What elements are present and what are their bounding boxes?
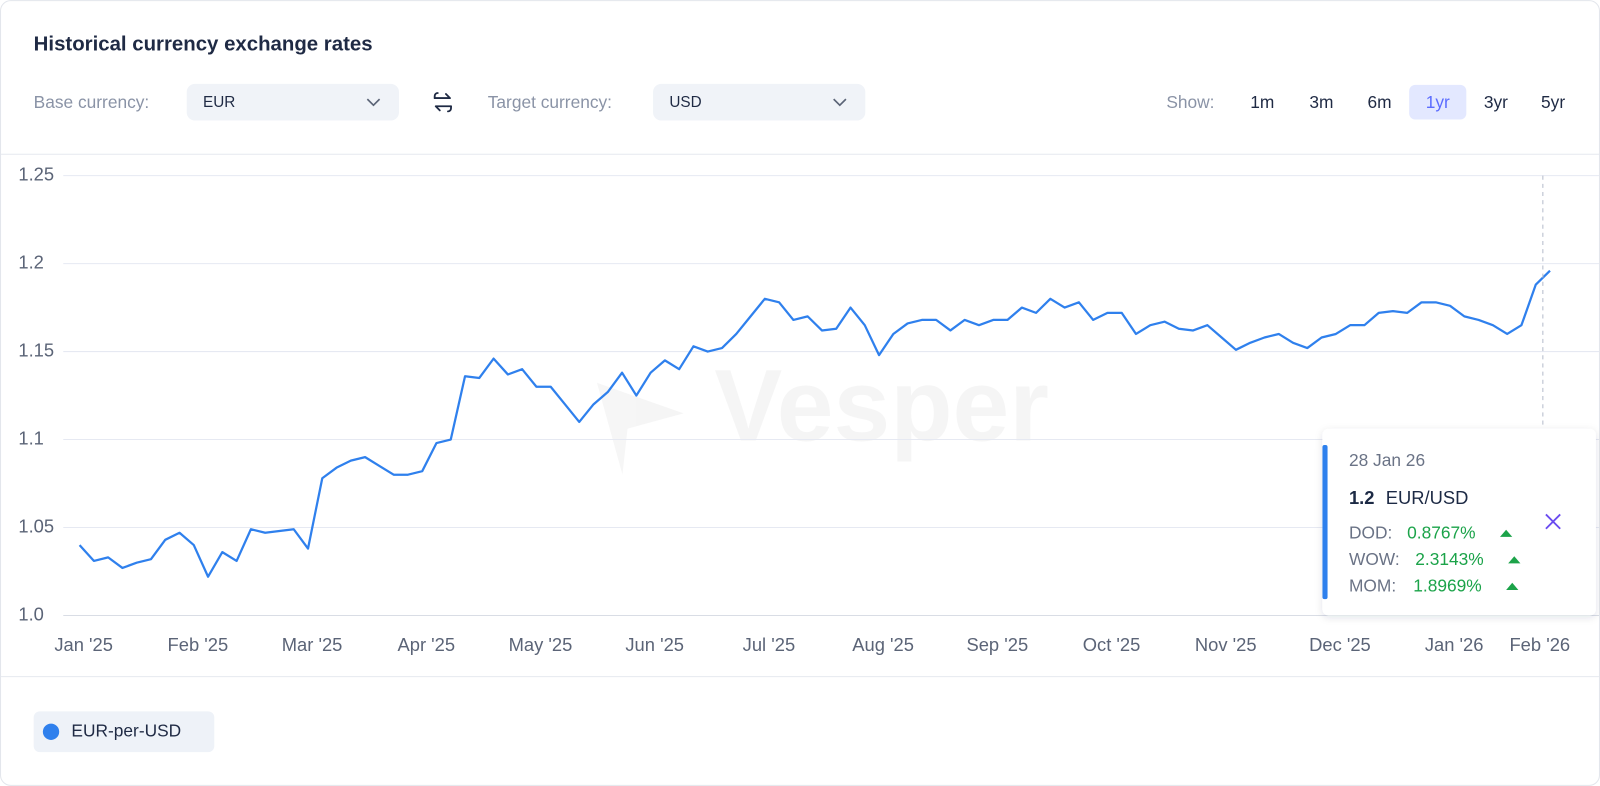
watermark-text: Vesper <box>714 348 1049 462</box>
range-active-bg[interactable] <box>1409 84 1467 120</box>
swap-icon[interactable] <box>433 93 452 112</box>
chevron[interactable] <box>366 98 381 107</box>
x-tick-label: Oct '25 <box>1083 634 1141 655</box>
legend-item[interactable] <box>33 711 215 753</box>
x-tick-label: Apr '25 <box>397 634 455 655</box>
range-button[interactable]: 5yr <box>1541 92 1565 112</box>
base-dropdown[interactable]: EUR <box>186 83 399 121</box>
x-tick-label: Jun '25 <box>625 634 684 655</box>
tooltip-row-label: WOW: <box>1349 549 1400 569</box>
x-tick-label: Jan '26 <box>1425 634 1484 655</box>
show-label: Show: <box>1166 92 1214 112</box>
up-arrow <box>1506 582 1519 590</box>
x-tick-label: Mar '25 <box>282 634 343 655</box>
tooltip-row-value: 1.8969% <box>1413 575 1481 595</box>
range-button[interactable]: 3yr <box>1484 92 1508 112</box>
y-tick-label: 1.25 <box>18 163 54 184</box>
tooltip-box <box>1322 428 1596 616</box>
x-tick-label: Nov '25 <box>1195 634 1257 655</box>
y-tick-label: 1.15 <box>18 339 54 360</box>
y-tick-label: 1.2 <box>18 251 44 272</box>
range-button[interactable]: 3m <box>1309 92 1333 112</box>
swap-icon-arc[interactable] <box>433 92 452 113</box>
target-dropdown[interactable]: USD <box>653 83 866 121</box>
base-value[interactable]: EUR <box>203 94 235 111</box>
x-tick-label: Aug '25 <box>852 634 914 655</box>
tooltip-pair: EUR/USD <box>1386 487 1469 508</box>
legend-label[interactable]: EUR-per-USD <box>71 720 181 740</box>
title: Historical currency exchange rates <box>34 33 373 55</box>
chevron[interactable] <box>833 98 847 107</box>
x-tick-label: Feb '25 <box>168 634 229 655</box>
tooltip-row-value: 0.8767% <box>1407 522 1475 542</box>
x-tick-label: Dec '25 <box>1309 634 1371 655</box>
range-button[interactable]: 6m <box>1368 92 1392 112</box>
target-value[interactable]: USD <box>669 94 701 111</box>
tooltip-row-label: MOM: <box>1349 575 1396 595</box>
tooltip: 28 Jan 26 1.2 EUR/USD DOD: 0.8767% WOW: 2.3143… <box>1322 428 1596 616</box>
series-line <box>78 269 1551 578</box>
tooltip-row-value: 2.3143% <box>1415 549 1483 569</box>
tooltip-date: 28 Jan 26 <box>1349 450 1425 470</box>
legend-swatch[interactable] <box>42 723 60 740</box>
x-tick-label: Sep '25 <box>966 634 1028 655</box>
up-arrow <box>1508 556 1521 564</box>
up-arrow <box>1500 529 1513 537</box>
range-button[interactable]: 1m <box>1250 92 1274 112</box>
swap-button[interactable] <box>433 92 452 113</box>
x-tick-label: Feb '26 <box>1509 634 1570 655</box>
y-tick-label: 1.1 <box>18 427 44 448</box>
tooltip-close[interactable] <box>1545 513 1561 530</box>
range-button[interactable]: 1yr <box>1426 92 1450 112</box>
x-tick-label: Jan '25 <box>54 634 113 655</box>
target-label: Target currency: <box>488 92 612 112</box>
tooltip-value: 1.2 <box>1349 487 1375 508</box>
y-tick-label: 1.05 <box>18 515 54 536</box>
tooltip-row-label: DOD: <box>1349 522 1392 542</box>
legend[interactable]: EUR-per-USD <box>33 711 215 753</box>
y-tick-label: 1.0 <box>18 603 44 624</box>
base-label: Base currency: <box>34 92 150 112</box>
x-tick-label: Jul '25 <box>743 634 796 655</box>
dropdown-box[interactable] <box>186 83 399 121</box>
dropdown-box[interactable] <box>653 83 866 121</box>
tooltip-accent <box>1322 445 1328 600</box>
x-tick-label: May '25 <box>509 634 573 655</box>
